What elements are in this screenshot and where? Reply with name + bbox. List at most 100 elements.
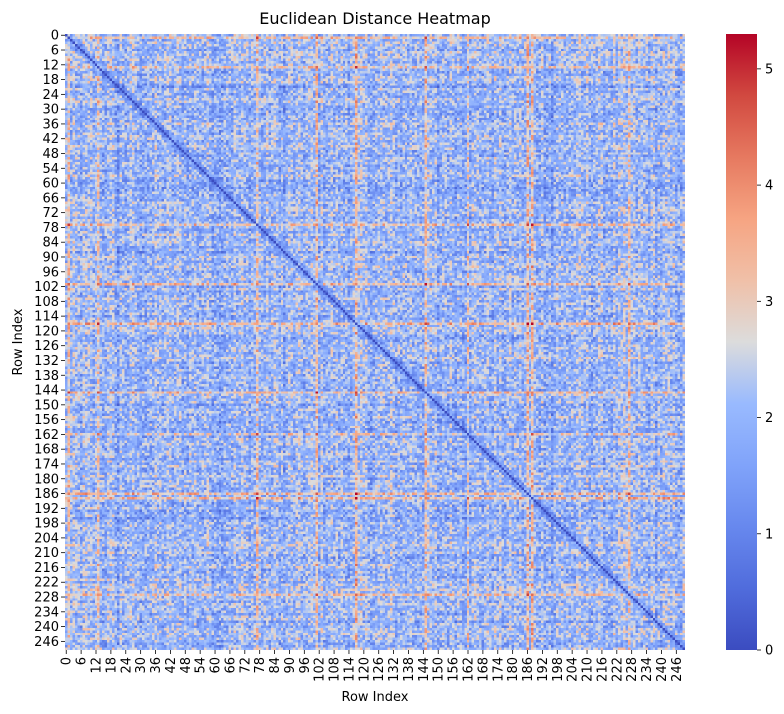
x-tick-label: 174 [491, 657, 506, 682]
y-tick-label: 60 [42, 177, 59, 192]
y-tick-label: 222 [34, 576, 59, 591]
x-tick-label: 180 [506, 657, 521, 682]
x-tick-label: 72 [238, 657, 253, 674]
y-tick-label: 78 [42, 221, 59, 236]
y-tick-label: 180 [34, 472, 59, 487]
x-tick-label: 66 [223, 657, 238, 674]
y-tick-label: 18 [42, 73, 59, 88]
y-tick-label: 204 [34, 531, 59, 546]
x-tick-label: 126 [372, 657, 387, 682]
colorbar-tick-label: 1 [765, 527, 773, 542]
y-tick-label: 210 [34, 546, 59, 561]
x-tick-label: 246 [670, 657, 685, 682]
colorbar: 0 1 2 3 4 5 [726, 34, 773, 659]
y-tick-label: 174 [34, 457, 59, 472]
y-tick-label: 102 [34, 280, 59, 295]
y-tick-label: 246 [34, 635, 59, 650]
y-tick-label: 156 [34, 413, 59, 428]
y-tick-label: 108 [34, 295, 59, 310]
y-axis-ticks: 0612182430364248546066727884909610210811… [34, 29, 65, 650]
y-tick-label: 162 [34, 428, 59, 443]
heatmap-area [65, 34, 685, 650]
y-tick-label: 6 [51, 44, 59, 59]
y-tick-label: 48 [42, 147, 59, 162]
y-tick-label: 192 [34, 502, 59, 517]
y-tick-label: 132 [34, 354, 59, 369]
x-tick-label: 90 [283, 657, 298, 674]
y-tick-label: 120 [34, 324, 59, 339]
x-tick-label: 36 [149, 657, 164, 674]
x-tick-label: 108 [328, 657, 343, 682]
colorbar-tick-label: 5 [765, 62, 773, 77]
x-tick-label: 6 [75, 657, 90, 665]
y-tick-label: 54 [42, 162, 59, 177]
y-tick-label: 0 [51, 29, 59, 44]
x-tick-label: 84 [268, 657, 283, 674]
x-tick-label: 54 [194, 657, 209, 674]
colorbar-tick-label: 2 [765, 411, 773, 426]
y-tick-label: 234 [34, 605, 59, 620]
y-tick-label: 186 [34, 487, 59, 502]
colorbar-ticks: 0 1 2 3 4 5 [757, 62, 773, 659]
x-tick-label: 12 [90, 657, 105, 674]
x-tick-label: 78 [253, 657, 268, 674]
x-tick-label: 162 [462, 657, 477, 682]
x-tick-label: 102 [313, 657, 328, 682]
y-tick-label: 12 [42, 58, 59, 73]
chart-title: Euclidean Distance Heatmap [259, 9, 491, 28]
x-tick-label: 120 [357, 657, 372, 682]
x-tick-label: 240 [655, 657, 670, 682]
colorbar-tick-label: 0 [765, 644, 773, 659]
x-tick-label: 234 [640, 657, 655, 682]
y-tick-label: 144 [34, 384, 59, 399]
y-tick-label: 168 [34, 443, 59, 458]
x-tick-label: 210 [581, 657, 596, 682]
y-tick-label: 72 [42, 206, 59, 221]
y-tick-label: 240 [34, 620, 59, 635]
y-tick-label: 138 [34, 369, 59, 384]
colorbar-gradient [726, 34, 757, 650]
y-tick-label: 36 [42, 117, 59, 132]
y-tick-label: 198 [34, 517, 59, 532]
x-tick-label: 144 [417, 657, 432, 682]
y-tick-label: 126 [34, 339, 59, 354]
x-axis-label: Row Index [342, 690, 409, 705]
y-tick-label: 66 [42, 191, 59, 206]
y-tick-label: 90 [42, 250, 59, 265]
x-tick-label: 192 [536, 657, 551, 682]
y-tick-label: 84 [42, 236, 59, 251]
x-tick-label: 30 [134, 657, 149, 674]
y-tick-label: 114 [34, 310, 59, 325]
x-tick-label: 228 [625, 657, 640, 682]
x-tick-label: 96 [298, 657, 313, 674]
y-axis-label: Row Index [11, 308, 26, 375]
y-tick-label: 150 [34, 398, 59, 413]
y-tick-label: 216 [34, 561, 59, 576]
heatmap-cells [65, 34, 685, 650]
y-tick-label: 228 [34, 591, 59, 606]
x-tick-label: 216 [595, 657, 610, 682]
colorbar-tick-label: 3 [765, 295, 773, 310]
y-tick-label: 96 [42, 265, 59, 280]
y-tick-label: 42 [42, 132, 59, 147]
x-tick-label: 60 [209, 657, 224, 674]
x-tick-label: 138 [402, 657, 417, 682]
x-tick-label: 18 [104, 657, 119, 674]
x-tick-label: 24 [119, 657, 134, 674]
y-tick-label: 24 [42, 88, 59, 103]
x-tick-label: 42 [164, 657, 179, 674]
x-tick-label: 114 [342, 657, 357, 682]
x-tick-label: 48 [179, 657, 194, 674]
colorbar-tick-label: 4 [765, 179, 773, 194]
x-tick-label: 150 [432, 657, 447, 682]
y-tick-label: 30 [42, 103, 59, 118]
x-axis-ticks: 0 6 12 18 24 30 36 42 48 54 60 66 72 78 84 90 96 102 108 11… [60, 650, 685, 682]
x-tick-label: 132 [387, 657, 402, 682]
x-tick-label: 0 [60, 657, 75, 665]
x-tick-label: 204 [566, 657, 581, 682]
x-tick-label: 156 [447, 657, 462, 682]
x-tick-label: 186 [521, 657, 536, 682]
x-tick-label: 222 [610, 657, 625, 682]
x-tick-label: 198 [551, 657, 566, 682]
